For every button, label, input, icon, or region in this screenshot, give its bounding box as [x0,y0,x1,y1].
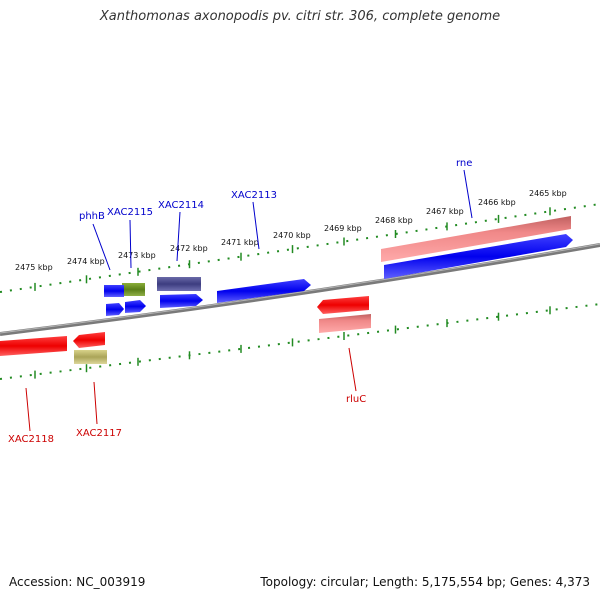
leader-xac2118 [25,387,31,432]
map-title: Xanthomonas axonopodis pv. citri str. 30… [99,9,501,24]
accession-text: Accession: NC_003919 [9,575,146,589]
cds-xac2117-feature [73,332,105,348]
cds-xac2118-feature [0,336,67,356]
gene-label-phhb: phhB [79,211,105,222]
gene-xac2115-feature [122,283,145,296]
leader-xac2113 [252,201,260,250]
tick-label-2465: 2465 kbp [529,189,567,198]
cds-xac2114-feature [160,294,203,308]
cds-xac2113-feature [217,279,311,303]
cds-rluc-feature [317,296,369,314]
tick-label-2474: 2474 kbp [67,257,105,266]
cds-xac2115-feature [125,300,146,313]
gene-rne-group [381,216,573,279]
gene-phhb-feature [104,285,124,297]
gene-xac2114-feature [157,277,201,291]
inner-major-ticks [34,306,551,379]
genome-backbone-highlight [0,243,600,334]
gene-label-xac2117: XAC2117 [76,428,122,439]
tick-label-2475: 2475 kbp [15,263,53,272]
tick-label-2473: 2473 kbp [118,251,156,260]
inner-ruler [0,303,600,380]
genome-backbone [0,243,600,336]
tick-label-2470: 2470 kbp [273,231,311,240]
gene-label-rne: rne [456,158,472,169]
cds-phhb-feature [106,303,124,316]
gene-label-xac2118: XAC2118 [8,434,54,445]
gene-label-xac2114: XAC2114 [158,200,204,211]
gene-rne-feature [381,216,571,262]
leader-xac2117 [93,381,98,425]
tick-label-2469: 2469 kbp [324,224,362,233]
leader-rne [463,169,473,219]
outer-ruler [0,203,600,293]
cds-rne-feature [384,234,573,279]
topology-text: Topology: circular; Length: 5,175,554 bp… [260,575,590,589]
gene-label-xac2115: XAC2115 [107,207,153,218]
gene-xac2117-feature [74,350,107,364]
leader-xac2115 [129,219,132,269]
outer-major-ticks [34,207,551,291]
leader-xac2114 [176,211,181,262]
tick-label-2467: 2467 kbp [426,207,464,216]
gene-label-rluc: rluC [346,394,366,405]
tick-label-2468: 2468 kbp [375,216,413,225]
gene-label-xac2113: XAC2113 [231,190,277,201]
tick-label-2466: 2466 kbp [478,198,516,207]
gene-rluc-feature [319,314,371,333]
leader-lines [25,169,473,432]
tick-label-2471: 2471 kbp [221,238,259,247]
tick-label-2472: 2472 kbp [170,244,208,253]
leader-rluc [348,347,357,392]
leader-phhb [92,223,111,271]
